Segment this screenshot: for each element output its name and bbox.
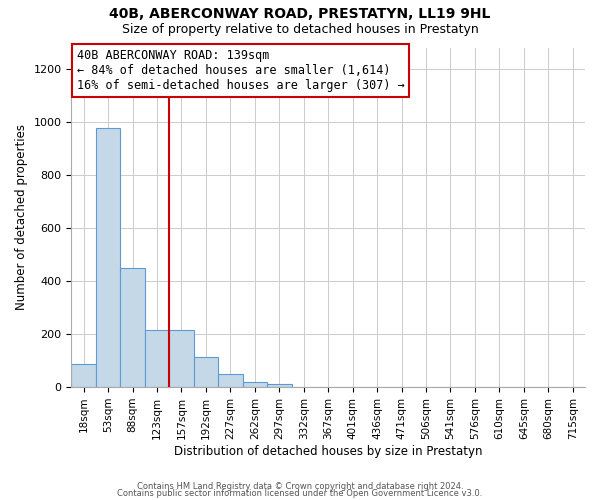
Text: Size of property relative to detached houses in Prestatyn: Size of property relative to detached ho… [122,22,478,36]
Bar [242,382,267,387]
Y-axis label: Number of detached properties: Number of detached properties [15,124,28,310]
Bar [267,384,292,387]
Bar [169,330,194,387]
Text: Contains public sector information licensed under the Open Government Licence v3: Contains public sector information licen… [118,490,482,498]
Bar [121,268,145,387]
Text: 40B, ABERCONWAY ROAD, PRESTATYN, LL19 9HL: 40B, ABERCONWAY ROAD, PRESTATYN, LL19 9H… [109,8,491,22]
Text: 40B ABERCONWAY ROAD: 139sqm
← 84% of detached houses are smaller (1,614)
16% of : 40B ABERCONWAY ROAD: 139sqm ← 84% of det… [77,49,404,92]
X-axis label: Distribution of detached houses by size in Prestatyn: Distribution of detached houses by size … [174,444,482,458]
Bar [194,356,218,387]
Bar [218,374,242,387]
Bar [96,128,121,387]
Bar [71,364,96,387]
Bar [145,330,169,387]
Text: Contains HM Land Registry data © Crown copyright and database right 2024.: Contains HM Land Registry data © Crown c… [137,482,463,491]
